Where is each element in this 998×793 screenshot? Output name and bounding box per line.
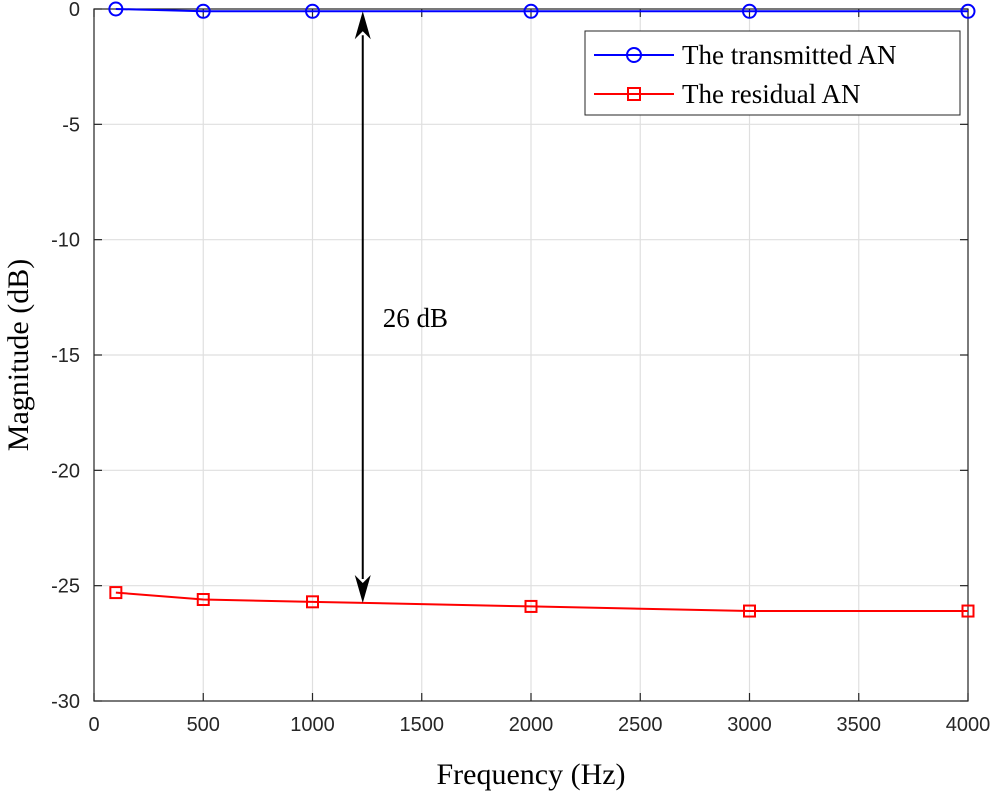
y-tick-label: -25: [51, 576, 80, 598]
data-point-square: [743, 604, 756, 618]
x-tick-label: 500: [187, 714, 220, 736]
data-point-circle: [960, 3, 976, 19]
x-axis-title: Frequency (Hz): [436, 758, 625, 791]
data-point-square: [961, 604, 975, 618]
data-point-circle: [742, 3, 757, 19]
y-tick-label: -20: [51, 460, 80, 482]
data-point-circle: [523, 3, 539, 19]
annotation-label: 26 dB: [383, 303, 448, 333]
data-point-square: [196, 593, 210, 607]
data-point-circle: [305, 3, 320, 19]
y-tick-label: -5: [62, 114, 80, 136]
data-point-square: [524, 599, 538, 613]
axes: 0 500 1000 1500 2000 2500 3000 3500 4000 0 -5 -10 -1…: [51, 0, 990, 736]
legend: The transmitted AN The residual AN: [584, 30, 961, 116]
x-tick-label: 3500: [837, 714, 882, 736]
arrow-head-up: [354, 11, 371, 40]
y-tick-label: -15: [51, 345, 80, 367]
arrow-head-down: [354, 574, 371, 603]
y-tick-label: -10: [51, 230, 80, 252]
x-tick-label: 3000: [727, 714, 772, 736]
series-line-1: [115, 591, 968, 613]
y-axis-title: Magnitude (dB): [2, 259, 35, 451]
data-point-circle: [108, 1, 124, 17]
x-tick-label: 1000: [290, 714, 335, 736]
legend-box: [584, 30, 961, 116]
x-tick-label: 2000: [509, 714, 554, 736]
legend-marker-square: [627, 87, 641, 101]
y-tick-label: 0: [69, 0, 80, 21]
data-point-square: [109, 586, 123, 600]
series-layer: [108, 1, 976, 618]
y-tick-label: -30: [51, 691, 80, 713]
x-tick-label: 2500: [618, 714, 663, 736]
legend-label-residual: The residual AN: [682, 79, 860, 109]
legend-label-transmitted: The transmitted AN: [682, 40, 896, 70]
annotation: 26 dB: [354, 11, 448, 603]
data-point-circle: [195, 3, 211, 19]
x-tick-label: 0: [88, 714, 99, 736]
data-point-square: [306, 595, 319, 609]
series-line-0: [115, 8, 968, 13]
x-tick-label: 4000: [946, 714, 991, 736]
legend-marker-circle: [626, 47, 642, 63]
x-tick-label: 1500: [400, 714, 445, 736]
